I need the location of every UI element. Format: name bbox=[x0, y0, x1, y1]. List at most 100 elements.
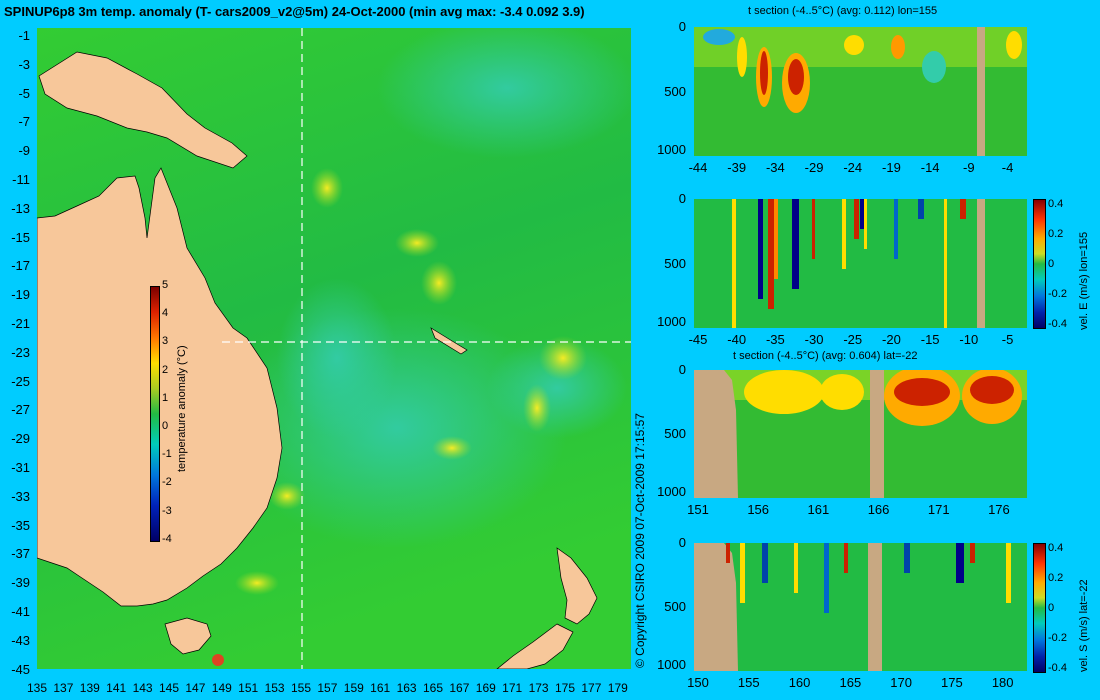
warm-anomaly-patch bbox=[395, 229, 439, 257]
land-mask bbox=[977, 27, 985, 156]
map-lat-tick: -43 bbox=[11, 632, 30, 648]
figure-title: SPINUP6p8 3m temp. anomaly (T- cars2009_… bbox=[4, 4, 585, 19]
map-colorbar-tick: -3 bbox=[162, 504, 172, 517]
map-lat-tick: -45 bbox=[11, 661, 30, 677]
t-lat-section-plot bbox=[694, 370, 1027, 498]
section-x-tick: -30 bbox=[804, 332, 824, 347]
section-x-tick: 150 bbox=[687, 675, 709, 690]
map-lon-tick: 157 bbox=[317, 681, 338, 695]
map-lat-tick: -3 bbox=[18, 56, 30, 72]
map-lat-tick: -1 bbox=[18, 28, 30, 43]
warm-anomaly-patch bbox=[432, 436, 472, 460]
new-zealand-south-island bbox=[496, 623, 574, 669]
section-x-tick: -20 bbox=[882, 332, 901, 347]
map-lon-tick: 179 bbox=[607, 681, 628, 695]
section-x-tick: -34 bbox=[765, 160, 785, 175]
section-x-tick: -9 bbox=[963, 160, 975, 175]
warm-anomaly-patch bbox=[421, 261, 457, 305]
map-lon-tick: 173 bbox=[528, 681, 549, 695]
map-lon-tick: 147 bbox=[185, 681, 206, 695]
section-x-tick: -24 bbox=[843, 160, 863, 175]
warm-anomaly-patch bbox=[523, 384, 551, 432]
map-colorbar-tick: 2 bbox=[162, 363, 169, 376]
vel-s-colorbar bbox=[1033, 543, 1046, 673]
cool-anomaly-patch bbox=[487, 338, 627, 438]
map-colorbar bbox=[150, 286, 160, 542]
warm-anomaly-patch bbox=[539, 336, 587, 380]
section-x-tick: 170 bbox=[890, 675, 912, 690]
section-x-tick: 165 bbox=[839, 675, 862, 690]
warm-anomaly-patch bbox=[235, 571, 279, 595]
map-lon-tick: 149 bbox=[211, 681, 232, 695]
section-x-tick: 180 bbox=[991, 675, 1014, 690]
section-x-tick: -19 bbox=[882, 160, 901, 175]
map-lon-tick: 161 bbox=[370, 681, 391, 695]
map-lon-tick: 167 bbox=[449, 681, 470, 695]
section-x-tick: 171 bbox=[927, 502, 950, 517]
new-caledonia-island bbox=[430, 327, 468, 355]
section-x-tick: 166 bbox=[867, 502, 890, 517]
depth-tick: 500 bbox=[664, 599, 686, 614]
depth-tick: 1000 bbox=[657, 656, 686, 672]
map-lon-tick: 171 bbox=[502, 681, 523, 695]
map-lon-tick: 163 bbox=[396, 681, 417, 695]
section-x-tick: -45 bbox=[688, 332, 708, 347]
velocity-colorbar-tick: 0.4 bbox=[1048, 542, 1064, 554]
depth-tick: 500 bbox=[664, 426, 686, 441]
map-lon-tick: 135 bbox=[26, 681, 48, 695]
map-lat-tick: -29 bbox=[11, 431, 30, 447]
new-zealand-north-island bbox=[556, 547, 598, 625]
warm-core bbox=[788, 59, 804, 95]
velocity-colorbar-tick: 0.2 bbox=[1048, 228, 1064, 240]
v-lon-section-plot bbox=[694, 199, 1027, 328]
land-mask bbox=[694, 370, 738, 498]
cool-anomaly-patch bbox=[377, 28, 631, 158]
section-x-tick: -14 bbox=[920, 160, 940, 175]
cool-anomaly-patch bbox=[277, 278, 397, 438]
velocity-colorbar-tick: 0.2 bbox=[1048, 572, 1064, 584]
map-lat-tick: -21 bbox=[11, 316, 30, 331]
section-x-tick: -25 bbox=[843, 332, 863, 347]
land-mask bbox=[694, 543, 738, 671]
map-lon-tick: 175 bbox=[554, 681, 576, 695]
land-mask bbox=[870, 370, 884, 498]
velocity-colorbar-tick: 0 bbox=[1048, 602, 1055, 614]
section-x-tick: 160 bbox=[788, 675, 811, 690]
map-lat-tick: -39 bbox=[11, 575, 30, 591]
map-lat-tick: -23 bbox=[11, 344, 30, 360]
section-x-tick: 156 bbox=[747, 502, 770, 517]
map-lon-tick: 137 bbox=[53, 681, 74, 695]
warm-core bbox=[760, 51, 768, 95]
section-x-tick: 155 bbox=[737, 675, 760, 690]
map-colorbar-label: temperature anomaly (°C) bbox=[176, 345, 188, 472]
section-x-tick: -29 bbox=[804, 160, 824, 175]
velocity-colorbar-tick: -0.2 bbox=[1048, 632, 1067, 644]
map-lon-tick: 141 bbox=[106, 681, 127, 695]
map-colorbar-tick: 3 bbox=[162, 335, 169, 348]
vel-e-colorbar bbox=[1033, 199, 1046, 329]
velocity-colorbar-tick: -0.4 bbox=[1048, 662, 1067, 674]
map-lon-tick: 177 bbox=[581, 681, 602, 695]
map-colorbar-tick: -1 bbox=[162, 448, 172, 461]
map-lat-tick: -17 bbox=[11, 258, 30, 274]
map-lat-tick: -27 bbox=[11, 402, 30, 418]
map-lat-tick: -41 bbox=[11, 604, 30, 619]
map-lon-tick: 145 bbox=[158, 681, 180, 695]
section-x-tick: -5 bbox=[1001, 332, 1014, 347]
map-lon-tick: 155 bbox=[290, 681, 312, 695]
depth-tick: 0 bbox=[678, 535, 686, 550]
map-colorbar-tick: 4 bbox=[162, 307, 169, 320]
tasmania-land bbox=[164, 617, 212, 655]
map-lat-tick: -37 bbox=[11, 546, 30, 562]
map-lat-tick: -7 bbox=[18, 114, 30, 130]
map-colorbar-tick: 1 bbox=[162, 391, 169, 404]
depth-tick: 1000 bbox=[657, 141, 686, 157]
section-x-tick: -35 bbox=[765, 332, 785, 347]
map-lat-tick: -31 bbox=[11, 460, 30, 475]
cool-core bbox=[922, 51, 946, 83]
t-lon-panel-title: t section (-4..5°C) (avg: 0.112) lon=155 bbox=[748, 5, 938, 17]
depth-tick: 0 bbox=[678, 362, 686, 377]
warm-core bbox=[844, 35, 864, 55]
map-lon-tick: 151 bbox=[238, 681, 259, 695]
section-x-tick: 175 bbox=[941, 675, 963, 690]
